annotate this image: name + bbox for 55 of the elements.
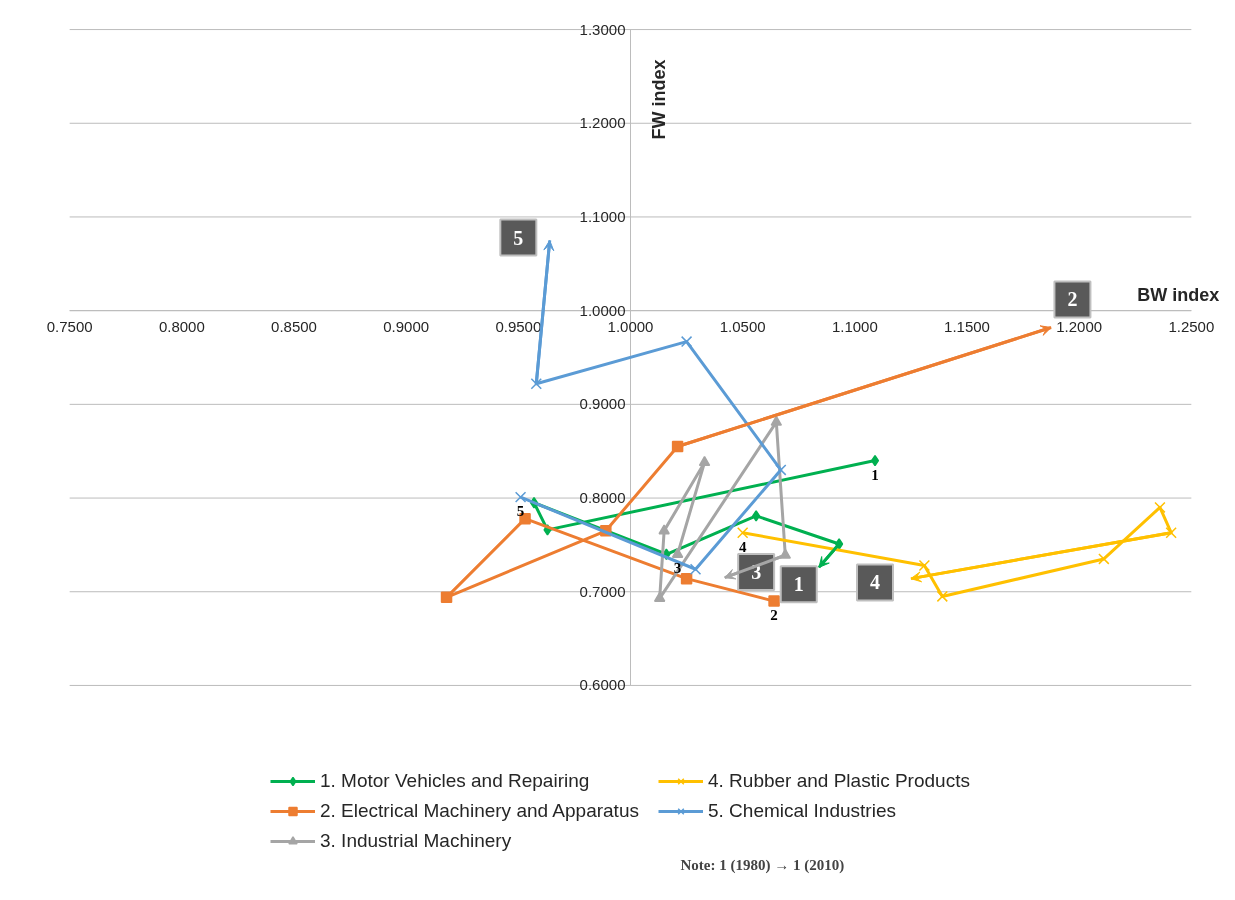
point <box>514 491 527 503</box>
legend-label: 1. Motor Vehicles and Repairing <box>320 770 591 792</box>
point <box>689 563 702 575</box>
annotation: 4 <box>738 538 747 555</box>
point <box>1154 501 1166 514</box>
x-tick-label: 1.2500 <box>1168 317 1215 335</box>
point <box>440 591 453 604</box>
legend-label: 4. Rubber and Plastic Products <box>708 770 971 792</box>
x-tick-label: 0.8500 <box>271 317 317 335</box>
x-tick-label: 1.0000 <box>607 317 654 335</box>
y-tick-label: 1.0000 <box>579 301 626 319</box>
y-axis-title: FW index <box>648 59 669 140</box>
point <box>530 378 542 390</box>
annotation: 1 <box>871 466 879 483</box>
point <box>775 464 787 476</box>
point <box>1165 527 1177 539</box>
point <box>680 572 693 585</box>
y-tick-label: 1.2000 <box>579 114 626 132</box>
point <box>770 415 783 426</box>
y-tick-label: 1.1000 <box>579 207 626 225</box>
x-axis-title: BW index <box>1137 284 1220 305</box>
annotation: 2 <box>1067 288 1078 311</box>
legend-label: 2. Electrical Machinery and Apparatus <box>320 800 640 822</box>
annotation: 4 <box>870 571 881 594</box>
point <box>1098 553 1110 565</box>
x-tick-label: 1.1500 <box>944 317 990 335</box>
x-tick-label: 0.7500 <box>46 317 93 335</box>
annotation: 1 <box>793 573 804 596</box>
legend-label: 5. Chemical Industries <box>708 800 897 822</box>
point <box>680 335 693 348</box>
point <box>918 559 931 572</box>
annotation: 3 <box>673 560 682 577</box>
annotation: 2 <box>770 607 778 624</box>
annotation: 5 <box>513 226 524 249</box>
x-tick-label: 1.2000 <box>1056 317 1103 335</box>
point <box>736 527 749 539</box>
point <box>671 547 684 558</box>
point <box>653 591 666 602</box>
y-tick-label: 1.3000 <box>579 20 626 38</box>
point <box>768 595 780 607</box>
x-tick-label: 1.1000 <box>831 317 878 335</box>
point <box>936 590 949 603</box>
point <box>658 524 670 535</box>
point <box>752 510 761 522</box>
text: Note: 1 (1980) → 1 (2010) <box>680 856 845 874</box>
point <box>698 455 711 467</box>
x-tick-label: 0.8000 <box>158 317 205 335</box>
y-tick-label: 0.9000 <box>579 395 626 413</box>
x-tick-label: 0.9000 <box>383 317 430 335</box>
legend-label: 3. Industrial Machinery <box>320 830 513 852</box>
y-tick-label: 0.7000 <box>579 582 626 600</box>
x-tick-label: 1.0500 <box>719 317 766 335</box>
point <box>870 454 880 467</box>
y-tick-label: 0.6000 <box>579 676 626 694</box>
y-tick-label: 0.8000 <box>579 489 626 507</box>
